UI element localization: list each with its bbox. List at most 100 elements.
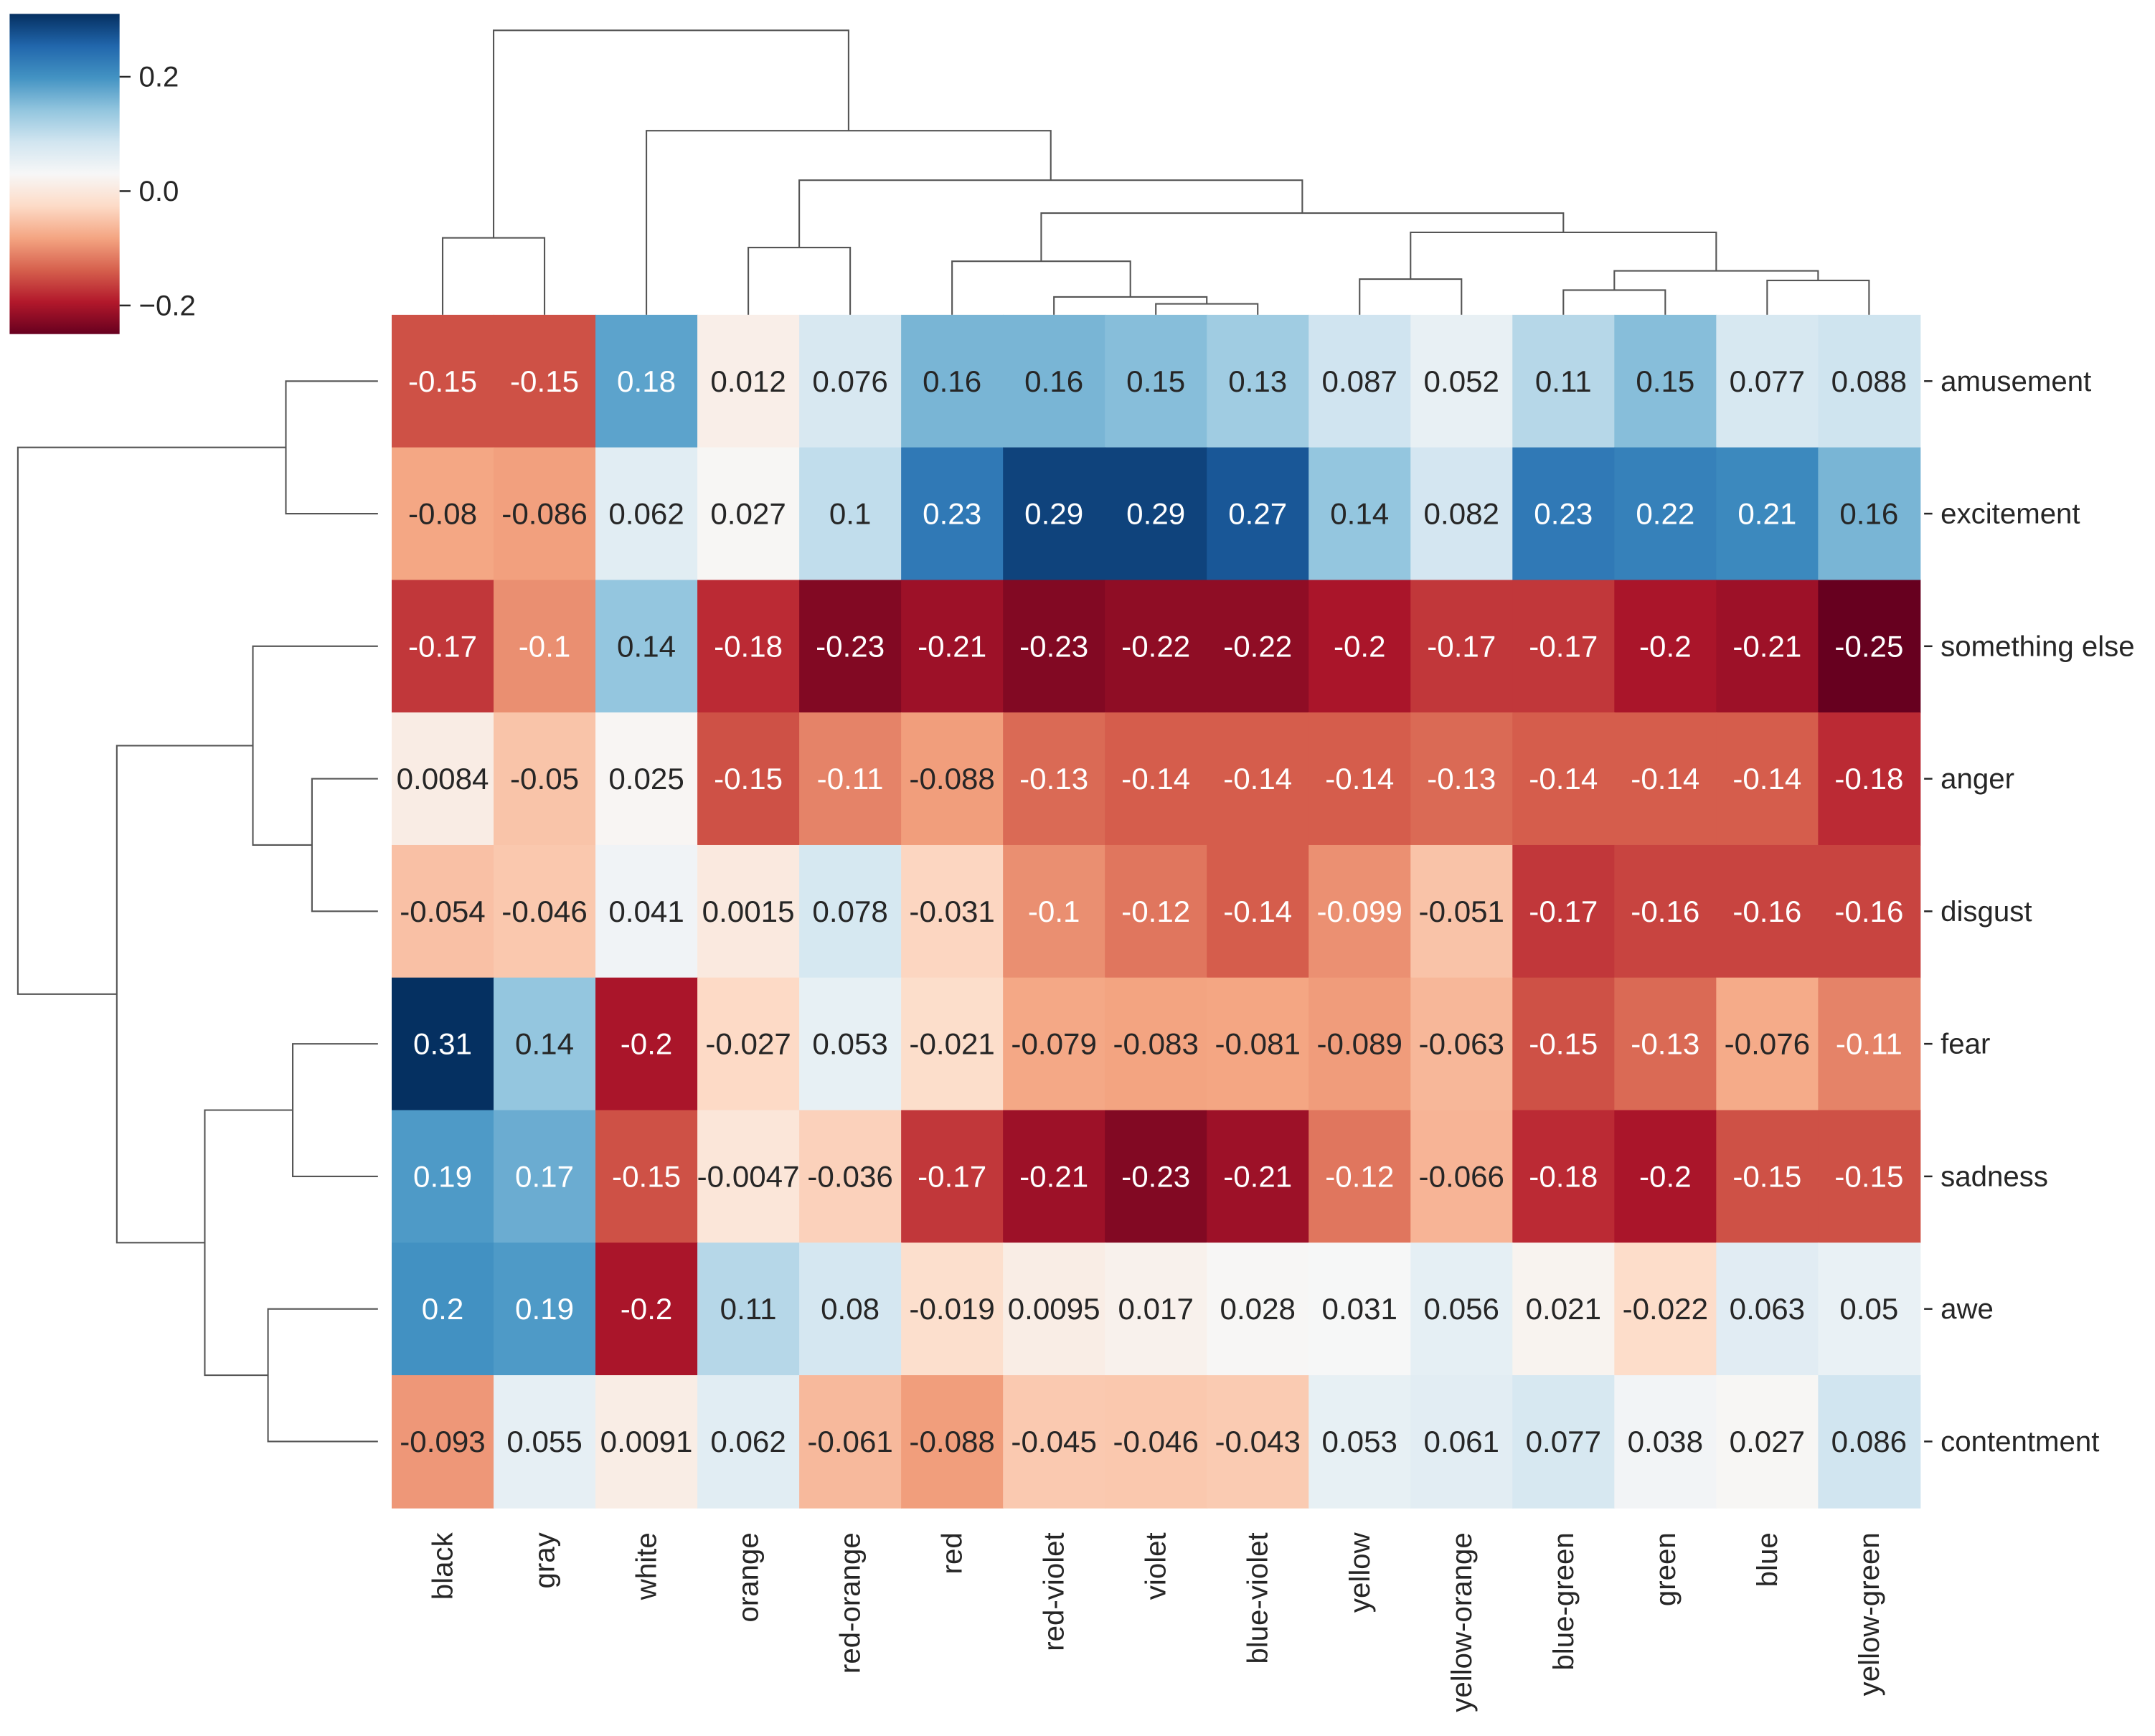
- cell-annotation: -0.2: [621, 1027, 673, 1061]
- dendrogram-link: [311, 778, 378, 912]
- heatmap-cell: [1818, 712, 1921, 846]
- dendrogram-link: [16, 446, 286, 995]
- heatmap-cell: [1614, 712, 1717, 846]
- heatmap-cell: [1614, 977, 1717, 1111]
- cell-annotation: 0.16: [1024, 364, 1083, 398]
- column-labels: black gray white orange red-orange red red-vio…: [427, 1532, 1885, 1712]
- row-label: disgust: [1941, 895, 2032, 928]
- cell-annotation: -0.076: [1725, 1027, 1810, 1061]
- dendrogram-link: [646, 130, 1052, 315]
- row-label: anger: [1941, 763, 2014, 795]
- cell-annotation: 0.086: [1831, 1425, 1907, 1458]
- cell-annotation: 0.05: [1839, 1292, 1898, 1326]
- row-label: sadness: [1941, 1160, 2048, 1192]
- cell-annotation: 0.11: [720, 1292, 777, 1326]
- heatmap-cell: [392, 314, 494, 448]
- heatmap-cell: [1308, 314, 1412, 448]
- dendrogram-link: [252, 645, 378, 846]
- heatmap-cell: [1105, 1375, 1208, 1509]
- heatmap-cell: [799, 1375, 902, 1509]
- cell-annotation: 0.025: [608, 762, 684, 796]
- heatmap-cell: [697, 977, 801, 1111]
- heatmap-cell: [1308, 447, 1412, 581]
- heatmap-cell: [1105, 314, 1208, 448]
- column-label: violet: [1140, 1532, 1172, 1600]
- heatmap-cell: [595, 447, 699, 581]
- cell-annotation: 0.087: [1322, 364, 1397, 398]
- colorbar-tick-label: −0.2: [138, 289, 195, 321]
- column-label: red-orange: [834, 1532, 867, 1674]
- heatmap-cell: [1105, 977, 1208, 1111]
- heatmap-cell: [799, 844, 902, 978]
- heatmap-cell: [1512, 977, 1616, 1111]
- cell-annotation: -0.14: [1223, 895, 1292, 928]
- cell-annotation: 0.18: [617, 364, 676, 398]
- column-label: black: [427, 1532, 459, 1600]
- cell-annotation: 0.19: [515, 1292, 574, 1326]
- heatmap-cell: [595, 844, 699, 978]
- cell-annotation: 0.028: [1220, 1292, 1296, 1326]
- cell-annotation: -0.099: [1317, 895, 1402, 928]
- heatmap-cell: [595, 314, 699, 448]
- cell-annotation: 0.15: [1126, 364, 1185, 398]
- column-label: gray: [529, 1532, 561, 1588]
- heatmap-cell: [697, 712, 801, 846]
- cell-annotation: -0.1: [519, 629, 571, 663]
- cell-annotation: 0.19: [413, 1159, 472, 1193]
- cell-annotation: 0.082: [1424, 497, 1499, 531]
- heatmap-cell: [494, 977, 597, 1111]
- cell-annotation: 0.017: [1118, 1292, 1193, 1326]
- heatmap-cell: [1003, 447, 1106, 581]
- cell-annotation: -0.2: [1639, 629, 1692, 663]
- heatmap-cell: [392, 447, 494, 581]
- heatmap-cell: [1207, 1110, 1310, 1244]
- heatmap-cell: [799, 447, 902, 581]
- heatmap-cell: [901, 580, 1004, 714]
- cell-annotation: 0.0084: [397, 762, 489, 796]
- cell-annotation: -0.2: [1334, 629, 1386, 663]
- colorbar: 0.2 0.0 −0.2: [9, 14, 196, 334]
- heatmap-cell: [595, 580, 699, 714]
- dendrogram-link: [748, 246, 852, 315]
- heatmap-cell: [1003, 314, 1106, 448]
- cell-annotation: -0.086: [501, 497, 587, 531]
- cell-annotation: -0.21: [1223, 1159, 1292, 1193]
- cell-annotation: -0.15: [510, 364, 579, 398]
- cell-annotation: 0.29: [1024, 497, 1083, 531]
- dendrogram-link: [115, 745, 253, 1244]
- cell-annotation: -0.23: [1121, 1159, 1190, 1193]
- cell-annotation: -0.17: [1529, 895, 1598, 928]
- cell-annotation: 0.063: [1730, 1292, 1805, 1326]
- cell-annotation: 0.14: [515, 1027, 574, 1061]
- cell-annotation: -0.15: [1529, 1027, 1598, 1061]
- heatmap-cell: [1003, 1375, 1106, 1509]
- row-label: amusement: [1941, 365, 2091, 397]
- cell-annotation: 0.031: [1322, 1292, 1397, 1326]
- heatmap-cell: [697, 1375, 801, 1509]
- heatmap-cells: -0.15 -0.15 0.18 0.012 0.076 0.16 0.16 0.15 0.13…: [392, 314, 1921, 1509]
- dendrogram-link: [1562, 289, 1666, 315]
- heatmap-cell: [1105, 447, 1208, 581]
- heatmap-cell: [1614, 447, 1717, 581]
- cell-annotation: -0.021: [909, 1027, 994, 1061]
- heatmap-cell: [901, 712, 1004, 846]
- heatmap-cell: [494, 844, 597, 978]
- cell-annotation: 0.1: [829, 497, 872, 531]
- heatmap-cell: [595, 1110, 699, 1244]
- cell-annotation: -0.2: [1639, 1159, 1692, 1193]
- dendrogram-link: [292, 1043, 378, 1177]
- cell-annotation: -0.23: [816, 629, 885, 663]
- heatmap-cell: [1716, 314, 1819, 448]
- cell-annotation: -0.12: [1325, 1159, 1394, 1193]
- cell-annotation: 0.0015: [702, 895, 795, 928]
- heatmap-cell: [494, 1110, 597, 1244]
- column-label: blue: [1751, 1532, 1783, 1587]
- heatmap-cell: [595, 1375, 699, 1509]
- cell-annotation: 0.23: [1534, 497, 1593, 531]
- heatmap-cell: [494, 580, 597, 714]
- heatmap-cell: [1512, 1242, 1616, 1377]
- heatmap-cell: [1207, 844, 1310, 978]
- dendrogram-link: [204, 1109, 293, 1377]
- heatmap-cell: [1308, 1375, 1412, 1509]
- column-label: yellow-orange: [1446, 1532, 1478, 1712]
